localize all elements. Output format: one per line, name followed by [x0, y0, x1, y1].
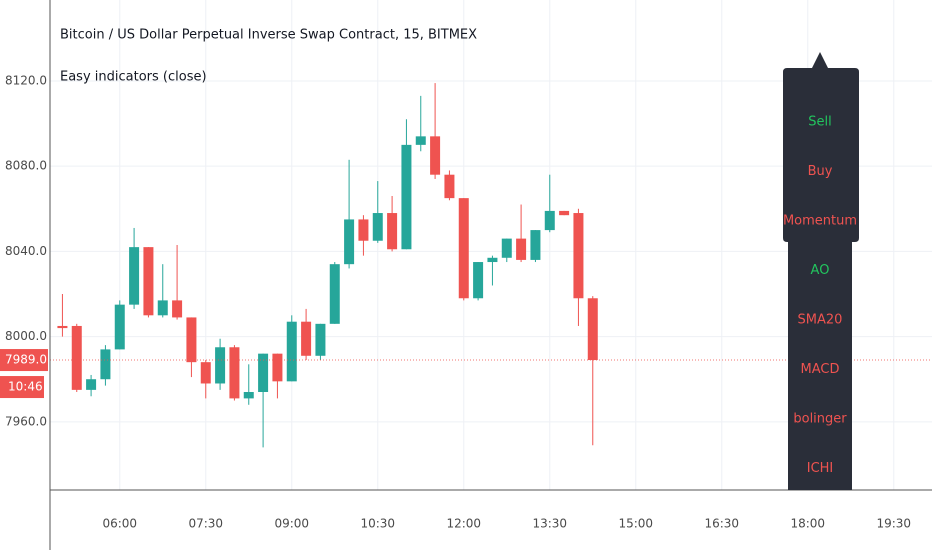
candle-body [329, 264, 340, 324]
candle-body [372, 213, 383, 241]
candle-body [86, 379, 97, 390]
candle-body [473, 262, 484, 299]
candle-body [415, 136, 426, 145]
candle-body [129, 247, 140, 305]
y-tick-label: 8120.0 [5, 73, 47, 87]
candle-body [258, 353, 269, 392]
candle-body [100, 349, 111, 380]
candle-body [157, 300, 168, 316]
candle-body [344, 219, 355, 265]
candle-body [301, 321, 312, 356]
x-tick-label: 06:00 [102, 517, 137, 531]
candle-body [215, 347, 226, 384]
indicator-panel [783, 68, 859, 490]
candle-body [587, 298, 598, 361]
candle-body [487, 257, 498, 263]
x-tick-label: 15:00 [618, 517, 653, 531]
indicator-label: Momentum [783, 214, 857, 229]
candle-body [272, 353, 283, 382]
candle-body [401, 144, 412, 250]
y-tick-label: 8040.0 [5, 244, 47, 258]
last-price-box [0, 349, 48, 372]
x-tick-label: 19:30 [876, 517, 911, 531]
indicator-label: bolinger [793, 412, 847, 427]
candle-body [200, 362, 211, 384]
candle-body [444, 174, 455, 199]
indicator-label: Buy [808, 164, 833, 179]
candle-body [315, 323, 326, 356]
last-price-label: 7989.0 [5, 353, 47, 367]
candle-body [387, 213, 398, 250]
y-tick-label: 8080.0 [5, 159, 47, 173]
indicator-label: ICHI [807, 461, 834, 476]
candle-body [186, 317, 197, 363]
candle-body [114, 304, 125, 350]
candle-body [172, 300, 183, 318]
x-tick-label: 13:30 [532, 517, 567, 531]
candle-body [358, 219, 369, 241]
countdown-label: 10:46 [8, 380, 43, 394]
indicator-label: Sell [808, 115, 831, 130]
y-tick-label: 7960.0 [5, 414, 47, 428]
candle-body [71, 325, 82, 390]
candle-body [243, 392, 254, 399]
indicator-label: AO [811, 263, 830, 278]
candle-body [530, 230, 541, 260]
candle-body [573, 213, 584, 299]
candle-body [501, 238, 512, 258]
candle-body [516, 238, 527, 260]
x-tick-label: 18:00 [790, 517, 825, 531]
chart-title: Bitcoin / US Dollar Perpetual Inverse Sw… [60, 28, 477, 43]
candle-body [229, 347, 240, 399]
x-tick-label: 10:30 [360, 517, 395, 531]
candle-body [458, 198, 469, 299]
x-tick-label: 12:00 [446, 517, 481, 531]
countdown-box [0, 376, 44, 399]
candle-body [57, 325, 68, 329]
x-tick-label: 07:30 [188, 517, 223, 531]
candle-body [559, 210, 570, 216]
candle-body [143, 247, 154, 316]
chart-subtitle: Easy indicators (close) [60, 70, 207, 85]
x-tick-label: 09:00 [274, 517, 309, 531]
x-tick-label: 16:30 [704, 517, 739, 531]
y-tick-label: 8000.0 [5, 329, 47, 343]
indicator-label: SMA20 [798, 313, 843, 328]
panel-arrow [812, 52, 828, 68]
candle-body [286, 321, 297, 382]
candle-body [430, 136, 441, 175]
candle-body [544, 210, 555, 231]
indicator-label: MACD [801, 362, 840, 377]
